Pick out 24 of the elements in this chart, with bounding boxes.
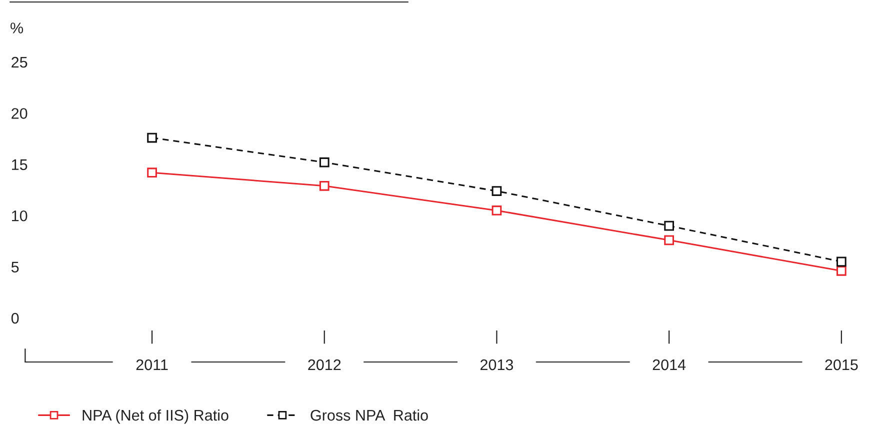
point: [836, 256, 846, 267]
y-tick-label: 15: [12, 159, 28, 170]
y-tick-label: 5: [11, 262, 19, 272]
y-tick-label: 0: [11, 312, 19, 324]
point: [664, 235, 674, 246]
x-tick-label: 2012: [308, 359, 341, 370]
legend-label: Gross NPA Ratio: [310, 409, 428, 421]
y-tick-label: 25: [12, 56, 28, 68]
x-tick-label: 2015: [825, 359, 858, 370]
point: [664, 220, 674, 231]
x-tick-label: 2014: [652, 359, 686, 370]
point: [836, 266, 846, 276]
point: [147, 168, 157, 178]
legend-label: NPA (Net of IIS) Ratio: [82, 409, 228, 424]
point: [492, 206, 502, 216]
x-tick-label: 2013: [480, 359, 514, 370]
point: [319, 180, 330, 191]
y-axis-title: %: [10, 22, 24, 34]
y-tick-label: 20: [12, 108, 28, 119]
y-tick-label: 10: [12, 210, 28, 222]
point: [319, 157, 330, 168]
point: [492, 186, 502, 196]
point: [147, 132, 157, 143]
x-tick-label: 2011: [136, 359, 168, 370]
